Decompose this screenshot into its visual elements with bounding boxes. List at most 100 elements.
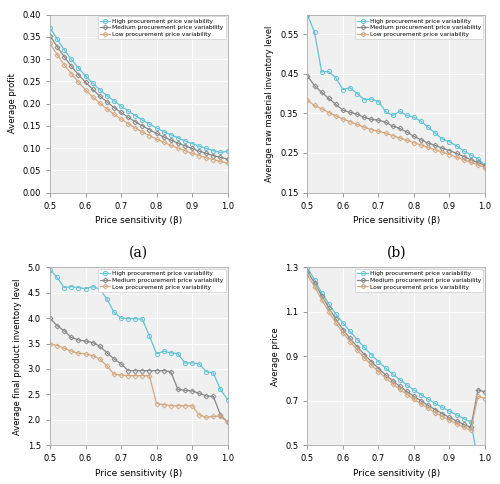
High procurement price variability — [468, 419, 474, 425]
High procurement price variability — [68, 284, 74, 289]
Medium procurement price variability — [404, 129, 410, 135]
Low procurement price variability — [397, 135, 403, 141]
High procurement price variability — [446, 408, 452, 414]
Low procurement price variability — [418, 401, 424, 407]
Medium procurement price variability — [411, 393, 417, 399]
High procurement price variability — [326, 301, 332, 307]
Low procurement price variability — [90, 353, 96, 359]
Medium procurement price variability — [333, 316, 339, 322]
High procurement price variability — [118, 103, 124, 109]
High procurement price variability — [154, 125, 160, 131]
Medium procurement price variability — [125, 114, 131, 120]
High procurement price variability — [210, 370, 216, 376]
Medium procurement price variability — [104, 350, 110, 356]
High procurement price variability — [354, 337, 360, 343]
Medium procurement price variability — [76, 337, 82, 343]
Medium procurement price variability — [54, 44, 60, 49]
High procurement price variability — [203, 369, 209, 375]
Line: High procurement price variability: High procurement price variability — [306, 13, 487, 167]
Medium procurement price variability — [224, 156, 230, 162]
Medium procurement price variability — [68, 334, 74, 340]
High procurement price variability — [182, 360, 188, 366]
Low procurement price variability — [425, 145, 431, 151]
High procurement price variability — [440, 405, 446, 410]
Low procurement price variability — [404, 137, 410, 143]
High procurement price variability — [404, 112, 410, 118]
Medium procurement price variability — [196, 148, 202, 154]
Medium procurement price variability — [418, 398, 424, 404]
Low procurement price variability — [482, 165, 488, 170]
High procurement price variability — [182, 138, 188, 144]
Medium procurement price variability — [154, 130, 160, 136]
High procurement price variability — [125, 108, 131, 114]
Low procurement price variability — [210, 413, 216, 419]
Low procurement price variability — [125, 373, 131, 378]
Medium procurement price variability — [340, 107, 346, 113]
Medium procurement price variability — [175, 386, 181, 392]
Y-axis label: Average profit: Average profit — [8, 74, 17, 134]
Medium procurement price variability — [468, 157, 474, 163]
Low procurement price variability — [333, 320, 339, 326]
Low procurement price variability — [140, 373, 145, 378]
Medium procurement price variability — [432, 143, 438, 149]
High procurement price variability — [304, 266, 310, 272]
Low procurement price variability — [390, 381, 396, 387]
High procurement price variability — [382, 108, 388, 114]
Low procurement price variability — [326, 309, 332, 315]
Low procurement price variability — [96, 356, 102, 362]
Line: Low procurement price variability: Low procurement price variability — [306, 273, 486, 432]
Medium procurement price variability — [368, 359, 374, 364]
Low procurement price variability — [175, 403, 181, 408]
High procurement price variability — [404, 382, 410, 388]
Low procurement price variability — [189, 403, 195, 408]
Medium procurement price variability — [196, 391, 202, 396]
High procurement price variability — [104, 296, 110, 302]
Low procurement price variability — [224, 420, 230, 425]
Medium procurement price variability — [390, 378, 396, 384]
Low procurement price variability — [475, 393, 481, 399]
Medium procurement price variability — [118, 361, 124, 367]
High procurement price variability — [111, 309, 117, 315]
Medium procurement price variability — [376, 365, 382, 371]
High procurement price variability — [111, 98, 117, 104]
High procurement price variability — [160, 129, 166, 135]
Medium procurement price variability — [140, 123, 145, 129]
Low procurement price variability — [76, 350, 82, 356]
Low procurement price variability — [368, 127, 374, 133]
Low procurement price variability — [326, 110, 332, 116]
High procurement price variability — [454, 412, 460, 418]
Low procurement price variability — [104, 106, 110, 112]
High procurement price variability — [61, 285, 67, 290]
Medium procurement price variability — [203, 151, 209, 156]
Low procurement price variability — [118, 116, 124, 122]
Low procurement price variability — [362, 124, 368, 130]
Low procurement price variability — [125, 121, 131, 126]
Low procurement price variability — [68, 71, 74, 76]
High procurement price variability — [175, 135, 181, 141]
Low procurement price variability — [175, 145, 181, 151]
High procurement price variability — [218, 150, 224, 155]
Low procurement price variability — [196, 412, 202, 418]
High procurement price variability — [90, 284, 96, 289]
Low procurement price variability — [425, 406, 431, 411]
High procurement price variability — [189, 141, 195, 147]
High procurement price variability — [425, 124, 431, 130]
High procurement price variability — [68, 57, 74, 62]
Medium procurement price variability — [189, 146, 195, 151]
High procurement price variability — [140, 316, 145, 322]
High procurement price variability — [312, 30, 318, 35]
High procurement price variability — [340, 320, 346, 326]
High procurement price variability — [397, 108, 403, 114]
High procurement price variability — [425, 396, 431, 402]
Low procurement price variability — [454, 154, 460, 160]
Low procurement price variability — [312, 284, 318, 289]
High procurement price variability — [168, 132, 173, 137]
Low procurement price variability — [61, 62, 67, 68]
Medium procurement price variability — [210, 393, 216, 399]
Medium procurement price variability — [111, 105, 117, 110]
Low procurement price variability — [354, 121, 360, 127]
Medium procurement price variability — [454, 418, 460, 424]
Low procurement price variability — [224, 160, 230, 166]
Medium procurement price variability — [104, 99, 110, 105]
Low procurement price variability — [354, 347, 360, 353]
